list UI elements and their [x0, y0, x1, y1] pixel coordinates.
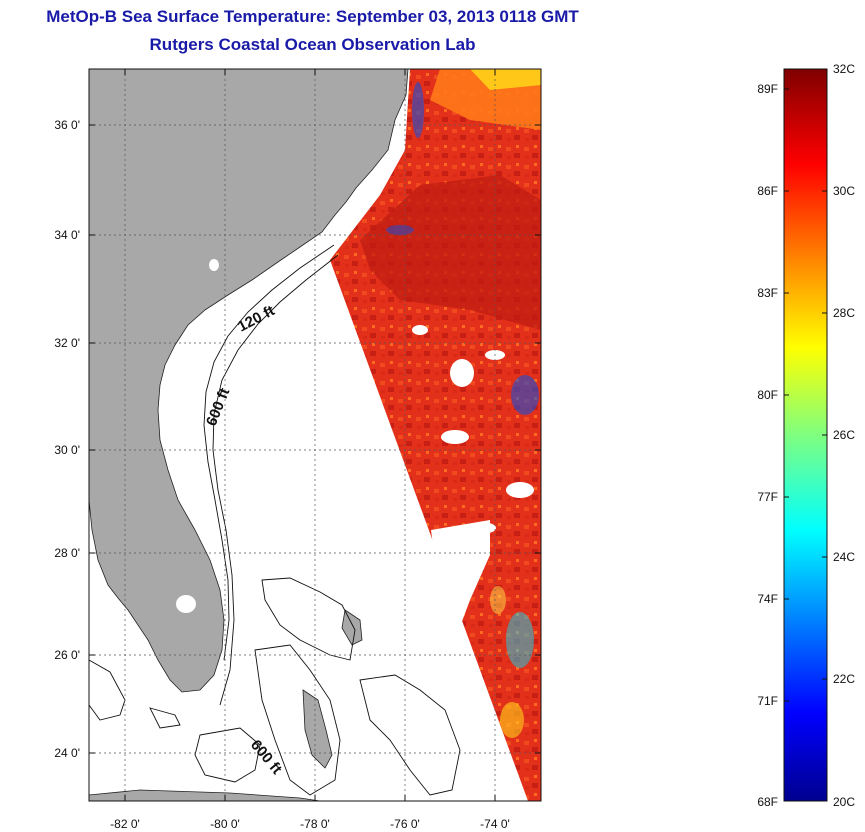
land-bahamas — [302, 689, 333, 769]
lat-label: 32 0' — [54, 336, 80, 350]
lon-label: -74 0' — [480, 817, 510, 831]
fahrenheit-label: 77F — [757, 490, 778, 504]
lat-label: 34 0' — [54, 228, 80, 242]
fahrenheit-label: 83F — [757, 286, 778, 300]
fahrenheit-label: 71F — [757, 694, 778, 708]
fahrenheit-label: 80F — [757, 388, 778, 402]
land-abaco — [341, 609, 363, 646]
land-cuba — [89, 789, 321, 801]
isobath-contours — [89, 244, 461, 796]
fahrenheit-label: 68F — [757, 795, 778, 809]
sst-swath — [330, 69, 541, 801]
celsius-label: 28C — [833, 306, 855, 320]
lat-label: 36 0' — [54, 118, 80, 132]
celsius-label: 26C — [833, 428, 855, 442]
lon-label: -80 0' — [210, 817, 240, 831]
lat-label: 30 0' — [54, 443, 80, 457]
celsius-label: 24C — [833, 550, 855, 564]
tick-marks — [89, 69, 541, 801]
longitude-labels: -82 0' -80 0' -78 0' -76 0' -74 0' — [110, 817, 510, 831]
lon-label: -76 0' — [390, 817, 420, 831]
lat-label: 28 0' — [54, 546, 80, 560]
fahrenheit-label: 74F — [757, 592, 778, 606]
colorbar-ticks — [784, 68, 827, 802]
map-panel: 120 ft 600 ft 600 ft — [89, 69, 541, 801]
lat-label: 24 0' — [54, 746, 80, 760]
celsius-label: 22C — [833, 672, 855, 686]
latitude-labels: 36 0' 34 0' 32 0' 30 0' 28 0' 26 0' 24 0… — [54, 118, 80, 760]
land-us-southeast — [89, 69, 409, 693]
lake — [209, 259, 219, 271]
lake-okeechobee — [176, 595, 196, 613]
celsius-label: 30C — [833, 184, 855, 198]
celsius-label: 20C — [833, 795, 855, 809]
lat-label: 26 0' — [54, 648, 80, 662]
colorbar: 32C 30C 28C 26C 24C 22C 20C 89F 86F 83F … — [757, 62, 855, 809]
graticule — [89, 69, 541, 801]
fahrenheit-label: 89F — [757, 82, 778, 96]
colorbar-scale — [783, 68, 828, 802]
celsius-label: 32C — [833, 62, 855, 76]
fahrenheit-label: 86F — [757, 184, 778, 198]
map-title: MetOp-B Sea Surface Temperature: Septemb… — [46, 7, 579, 26]
map-subtitle: Rutgers Coastal Ocean Observation Lab — [149, 35, 476, 54]
lon-label: -78 0' — [300, 817, 330, 831]
lon-label: -82 0' — [110, 817, 140, 831]
